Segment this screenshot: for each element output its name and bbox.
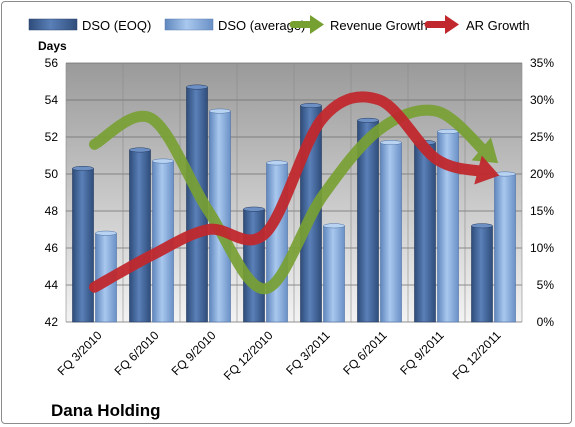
x-tick-label: FQ 3/2011: [283, 328, 333, 378]
y2-tick-label: 10%: [530, 241, 554, 255]
y2-tick-label: 0%: [537, 315, 555, 329]
y-tick-label: 50: [45, 167, 59, 181]
x-tick-label: FQ 12/2010: [221, 328, 276, 383]
legend-label-dso-average: DSO (average): [218, 18, 305, 33]
y2-tick-label: 25%: [530, 130, 554, 144]
y-tick-label: 56: [45, 56, 59, 70]
legend-swatch-dso-average: [164, 18, 214, 31]
y-tick-label: 42: [45, 315, 59, 329]
legend-swatch-dso-eoq: [28, 18, 78, 31]
legend-arrow-ar-growth: [424, 15, 459, 34]
bar-dso-average: [380, 140, 402, 323]
legend: DSO (EOQ) DSO (average) Revenue Growth A…: [28, 15, 530, 34]
y-tick-label: 52: [45, 130, 59, 144]
legend-arrow-revenue-growth: [289, 15, 324, 34]
y-tick-label: 48: [45, 204, 59, 218]
bar-dso-eoq: [414, 140, 436, 323]
bar-dso-eoq: [243, 206, 265, 323]
y-tick-label: 44: [45, 278, 59, 292]
bar-dso-eoq: [72, 166, 94, 323]
bar-dso-eoq: [471, 223, 493, 323]
bar-dso-average: [323, 223, 345, 323]
legend-label-ar-growth: AR Growth: [466, 18, 530, 33]
y2-tick-label: 35%: [530, 56, 554, 70]
company-name: Dana Holding: [51, 401, 161, 420]
y2-tick-label: 20%: [530, 167, 554, 181]
x-tick-label: FQ 6/2010: [112, 328, 162, 378]
bar-dso-eoq: [129, 147, 151, 323]
legend-label-dso-eoq: DSO (EOQ): [82, 18, 151, 33]
bar-dso-average: [209, 108, 231, 323]
y2-tick-label: 15%: [530, 204, 554, 218]
x-tick-label: FQ 12/2011: [450, 328, 504, 382]
y2-tick-label: 30%: [530, 93, 554, 107]
x-tick-label: FQ 6/2011: [340, 328, 390, 378]
line-revenue-growth: [89, 104, 499, 295]
bar-dso-eoq: [357, 117, 379, 323]
bar-dso-average: [266, 160, 288, 323]
y-axis-title: Days: [38, 39, 67, 53]
bar-dso-average: [437, 129, 459, 323]
bar-dso-average: [494, 171, 516, 323]
x-tick-label: FQ 3/2010: [55, 328, 105, 378]
legend-label-revenue-growth: Revenue Growth: [330, 18, 428, 33]
line-ar-growth: [89, 91, 500, 293]
x-tick-label: FQ 9/2010: [169, 328, 219, 378]
y-tick-label: 46: [45, 241, 59, 255]
x-tick-label: FQ 9/2011: [397, 328, 447, 378]
bar-dso-eoq: [186, 84, 208, 323]
y2-tick-label: 5%: [537, 278, 555, 292]
y-tick-label: 54: [45, 93, 59, 107]
